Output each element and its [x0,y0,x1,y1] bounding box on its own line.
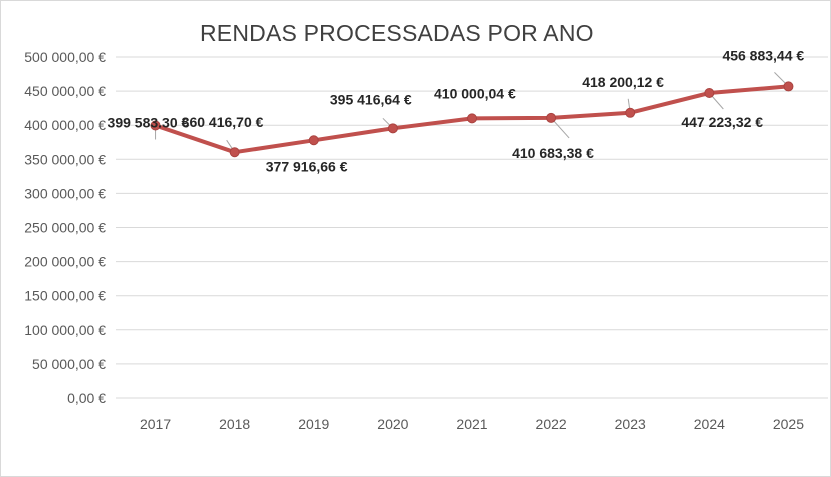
data-labels: 399 583.30 €360 416,70 € 377 916,66 € 395 … [108,47,805,174]
x-tick-label: 2025 [773,416,804,432]
data-points [150,81,794,158]
data-point [546,112,557,123]
y-axis-tick-labels: 0,00 € 50 000,00 € 100 000,00 € 150 000,00 … [24,49,106,406]
y-tick-label: 350 000,00 € [24,151,106,167]
gridlines [116,56,828,399]
data-point [704,87,715,98]
y-tick-label: 500 000,00 € [24,49,106,65]
data-label: 447 223,32 € [681,114,763,130]
x-axis-tick-labels: 2017 2018 2019 2020 2021 2022 2023 2024 2025 [140,416,804,432]
x-tick-label: 2019 [298,416,329,432]
y-tick-label: 0,00 € [67,390,106,406]
x-tick-label: 2024 [694,416,725,432]
y-tick-label: 300 000,00 € [24,185,106,201]
data-label: 360 416,70 € [182,114,264,130]
data-point [625,107,636,118]
x-tick-label: 2022 [536,416,567,432]
data-point [783,81,794,92]
y-tick-label: 400 000,00 € [24,117,106,133]
data-label: 395 416,64 € [330,91,412,107]
data-point [467,113,477,124]
x-tick-label: 2023 [615,416,646,432]
data-point [150,120,161,131]
data-label: 410 683,38 € [512,145,594,161]
y-tick-label: 100 000,00 € [24,322,106,338]
data-label: 410 000,04 € [434,85,516,101]
y-tick-label: 450 000,00 € [24,83,106,99]
x-tick-label: 2018 [219,416,250,432]
data-point [229,147,240,158]
data-point [308,135,319,146]
data-label: 399 583.30 € [108,114,190,130]
data-label-leader-lines [155,72,789,153]
y-tick-label: 250 000,00 € [24,220,106,236]
data-label: 418 200,12 € [582,74,664,90]
data-label: 377 916,66 € [266,158,348,174]
data-point [387,123,398,134]
y-tick-label: 150 000,00 € [24,288,106,304]
y-tick-label: 200 000,00 € [24,254,106,270]
x-tick-label: 2021 [456,416,487,432]
data-label: 456 883,44 € [722,47,804,63]
x-tick-label: 2020 [377,416,408,432]
y-tick-label: 50 000,00 € [32,356,106,372]
x-tick-label: 2017 [140,416,171,432]
chart-title: RENDAS PROCESSADAS POR ANO [200,20,594,46]
